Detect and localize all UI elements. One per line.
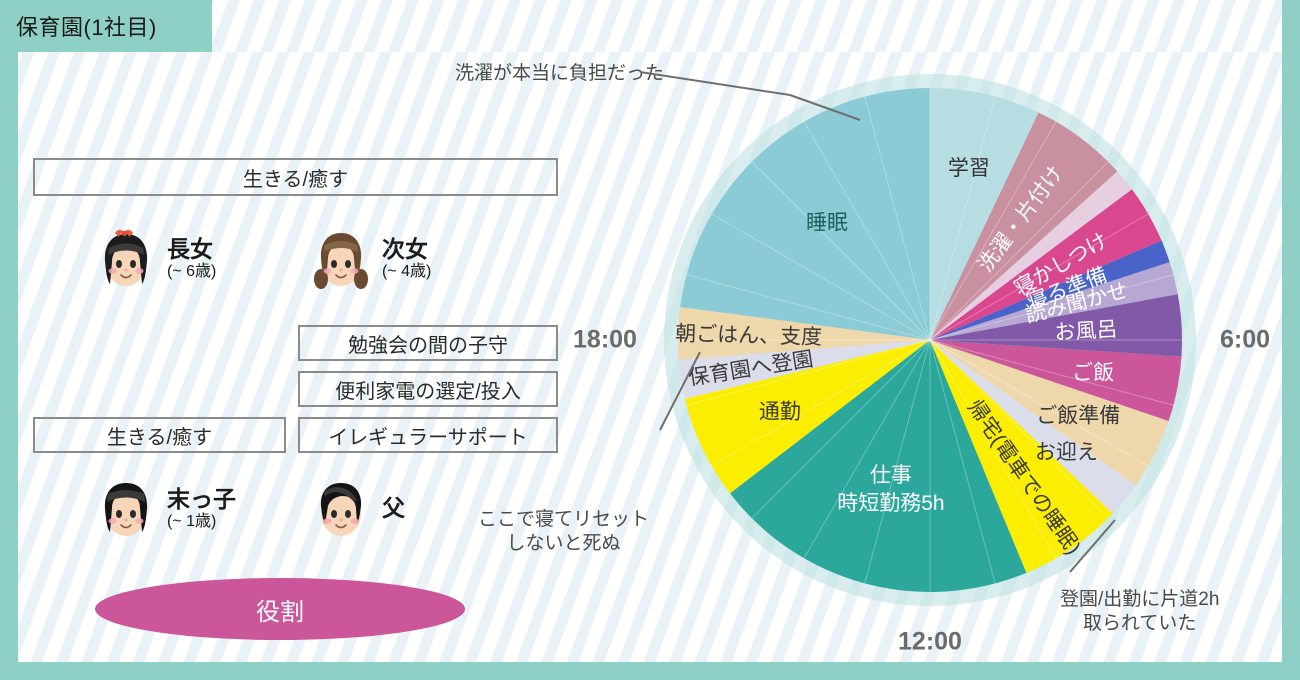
role-box-label: 生きる/癒す	[242, 168, 349, 191]
annotation-commute-2h-note: 登園/出勤に片道2h 取られていた	[1060, 589, 1220, 634]
role-box-label: イレギュラーサポート	[328, 426, 528, 449]
person-youngest-child: 末っ子 (~ 1歳)	[95, 478, 236, 540]
header-tab-label: 保育園(1社目)	[16, 15, 157, 40]
role-legend-badge: 役割	[95, 578, 465, 640]
person-name: 長女	[167, 236, 213, 263]
person-age: (~ 1歳)	[167, 512, 217, 530]
role-box-childcare-during-study: 勉強会の間の子守	[298, 325, 558, 361]
person-age: (~ 6歳)	[167, 262, 217, 280]
role-box-appliance-selection: 便利家電の選定/投入	[298, 371, 558, 407]
avatar-youngest-child	[95, 478, 157, 540]
content-canvas	[18, 52, 1282, 662]
role-box-label: 勉強会の間の子守	[348, 334, 508, 357]
role-box-irregular-support: イレギュラーサポート	[298, 417, 558, 453]
canvas-top-fill	[212, 0, 1282, 52]
person-age: (~ 4歳)	[382, 262, 432, 280]
person-father: 父	[310, 478, 405, 540]
avatar-father	[310, 478, 372, 540]
annotation-sleep-reset-note: ここで寝てリセット しないと死ぬ	[478, 509, 650, 554]
role-legend-label: 役割	[256, 598, 304, 626]
clock-label-600: 6:00	[1219, 325, 1271, 354]
role-box-label: 便利家電の選定/投入	[335, 380, 521, 403]
person-name: 末っ子	[167, 486, 236, 513]
annotation-laundry-burden-note: 洗濯が本当に負担だった	[455, 63, 665, 84]
clock-label-1800: 18:00	[573, 325, 637, 354]
person-eldest-daughter: 長女 (~ 6歳)	[95, 228, 216, 290]
person-second-daughter: 次女 (~ 4歳)	[310, 228, 431, 290]
person-name: 次女	[382, 236, 428, 263]
role-box-live-heal-bottom: 生きる/癒す	[33, 417, 286, 453]
clock-label-1200: 12:00	[898, 627, 962, 656]
role-box-label: 生きる/癒す	[106, 426, 213, 449]
avatar-second-daughter	[310, 228, 372, 290]
avatar-eldest-daughter	[95, 228, 157, 290]
header-tab: 保育園(1社目)	[0, 0, 212, 52]
person-name: 父	[382, 495, 405, 522]
role-box-live-heal-top: 生きる/癒す	[33, 158, 558, 196]
